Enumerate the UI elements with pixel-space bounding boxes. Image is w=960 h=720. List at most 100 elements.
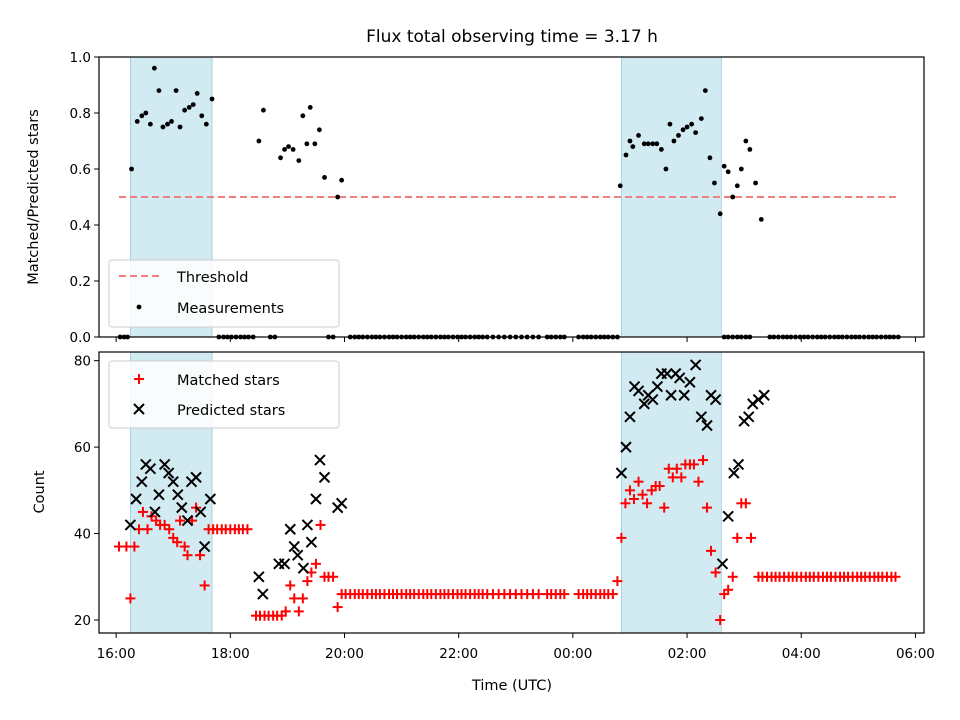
predicted-star-point	[153, 488, 165, 501]
predicted-star-point-b	[318, 471, 331, 484]
measurement-point	[261, 107, 266, 113]
predicted-star-point-b	[684, 376, 696, 388]
measurement-point	[758, 217, 764, 222]
predicted-star-point	[684, 376, 696, 388]
matched-star-point	[533, 589, 544, 600]
measurement-point	[165, 121, 170, 127]
measurement-point	[721, 163, 727, 169]
measurement-point	[689, 121, 695, 127]
matched-star-point	[164, 524, 175, 535]
predicted-star-point	[661, 367, 673, 380]
measurement-point	[203, 121, 209, 127]
predicted-star-point	[149, 506, 161, 518]
measurement-point	[256, 138, 262, 144]
predicted-star-point	[632, 385, 645, 397]
predicted-star-point-b	[204, 493, 217, 505]
predicted-star-point	[624, 411, 636, 423]
measurement-point	[712, 180, 717, 186]
top-y-tick-label: 0.8	[70, 106, 91, 122]
top-y-tick-label: 0.4	[70, 218, 91, 234]
predicted-star-point-b	[162, 467, 175, 479]
matched-star-point	[723, 584, 734, 595]
measurement-point	[627, 138, 633, 144]
matched-star-point	[624, 485, 635, 496]
measurement-point	[743, 138, 749, 144]
predicted-star-point	[318, 471, 331, 484]
matched-star-point	[702, 502, 713, 513]
predicted-star-point-b	[158, 458, 171, 471]
predicted-star-point-b	[172, 488, 184, 501]
measurement-point	[134, 119, 140, 124]
predicted-star-point-b	[673, 372, 686, 384]
predicted-star-point	[291, 549, 304, 561]
matched-star-point	[746, 532, 757, 543]
chart-title: Flux total observing time = 3.17 h	[366, 27, 658, 47]
measurement-point	[339, 177, 345, 183]
matched-star-point	[659, 502, 670, 513]
predicted-star-point-b	[743, 411, 755, 423]
top-axes-frame	[98, 56, 925, 338]
predicted-star-point	[162, 467, 175, 479]
measurement-point	[182, 107, 188, 113]
top-legend: Threshold Measurements	[108, 259, 340, 328]
measurement-point	[151, 65, 157, 71]
predicted-star-point-b	[722, 510, 734, 522]
predicted-star-point	[172, 488, 184, 501]
matched-star-point	[628, 493, 639, 504]
measurement-point	[286, 144, 291, 150]
measurement-point	[160, 124, 166, 130]
measurement-point	[676, 133, 681, 138]
x-tick-label: 00:00	[553, 646, 592, 662]
measurement-point	[717, 211, 723, 217]
matched-star-point	[890, 571, 901, 582]
measurement-point	[335, 194, 341, 200]
legend-predicted-swatch	[133, 403, 145, 415]
measurement-point	[734, 183, 740, 189]
matched-star-point	[740, 498, 751, 509]
matched-star-point	[142, 524, 153, 535]
predicted-star-point	[194, 506, 207, 518]
predicted-star-point	[638, 398, 650, 410]
matched-star-point	[637, 489, 648, 500]
predicted-star-point	[716, 558, 729, 570]
bottom-plot: 20 40 60 80 16:00 18:00 20:00 22:00 00:00 02:00 04…	[74, 351, 935, 662]
top-legend-box	[108, 259, 340, 328]
predicted-star-point-b	[284, 523, 296, 535]
measurement-point	[300, 113, 306, 119]
matched-star-point	[688, 459, 699, 470]
predicted-star-point-b	[615, 467, 628, 479]
measurement-point	[730, 194, 736, 200]
predicted-star-point	[136, 475, 148, 488]
predicted-star-point	[728, 467, 740, 479]
matched-star-point	[242, 524, 253, 535]
measurement-point	[738, 166, 744, 172]
predicted-star-point	[620, 441, 632, 453]
x-tick-label: 04:00	[782, 646, 821, 662]
measurement-point	[654, 141, 660, 147]
measurement-point	[278, 155, 283, 161]
bottom-y-tick-label: 80	[74, 354, 91, 370]
predicted-star-point-b	[620, 441, 632, 453]
measurement-point	[684, 124, 690, 130]
predicted-star-point-b	[638, 398, 650, 410]
top-y-axis-label: Matched/Predicted stars	[26, 109, 42, 285]
bottom-y-axis-label: Count	[32, 470, 48, 513]
matched-star-point	[732, 532, 743, 543]
measurement-point	[186, 105, 192, 110]
measurement-point	[296, 158, 302, 164]
matched-star-point	[293, 606, 304, 617]
measurement-point	[623, 152, 629, 158]
matched-star-point	[302, 576, 313, 587]
predicted-star-point	[310, 493, 322, 505]
bottom-y-tick-label: 20	[74, 613, 91, 629]
matched-star-point	[671, 463, 682, 474]
matched-star-point	[633, 476, 644, 487]
predicted-star-point	[689, 359, 702, 371]
predicted-star-point-b	[647, 393, 659, 406]
matched-star-point	[654, 481, 665, 492]
matched-star-point	[620, 498, 631, 509]
measurement-point	[173, 88, 179, 93]
predicted-star-point	[732, 458, 745, 471]
predicted-star-point	[678, 389, 690, 401]
predicted-star-point-b	[665, 389, 677, 401]
